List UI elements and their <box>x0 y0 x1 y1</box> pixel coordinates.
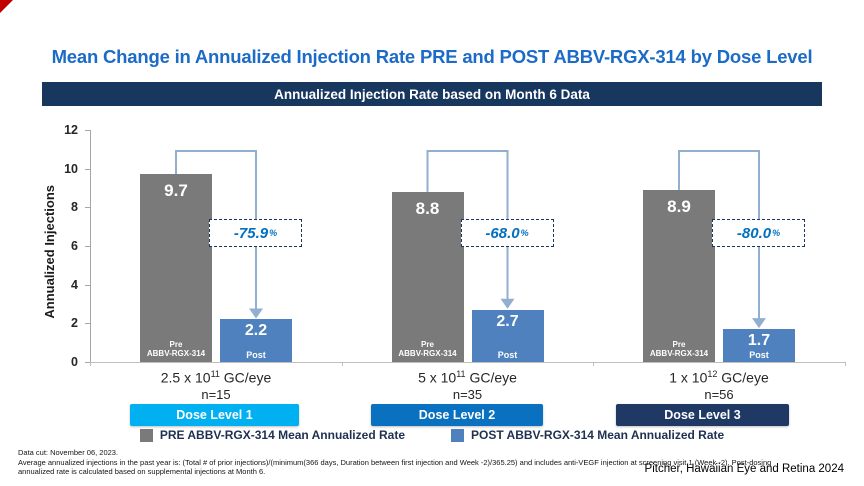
attribution: Pitcher, Hawaiian Eye and Retina 2024 <box>644 463 844 475</box>
pre-bar-inner-label: Pre ABBV-RGX-314 <box>398 339 457 359</box>
y-tick-label: 6 <box>71 239 78 253</box>
legend-item-pre: PRE ABBV-RGX-314 Mean Annualized Rate <box>139 428 405 442</box>
dose-level-2-label: Dose Level 2 <box>418 408 496 422</box>
red-corner-flag <box>0 0 13 13</box>
post-bar-value: 2.7 <box>496 312 519 330</box>
category-boundary-tick <box>845 362 846 366</box>
legend-label-pre: PRE ABBV-RGX-314 Mean Annualized Rate <box>159 428 405 442</box>
y-tick-label: 10 <box>64 161 78 176</box>
post-bar-value: 1.7 <box>747 332 771 350</box>
footnote-line-2: Average annualized injections in the pas… <box>18 457 772 467</box>
down-arrow-icon <box>752 318 766 329</box>
y-tick-label: 4 <box>71 277 78 292</box>
post-color-swatch <box>451 428 464 442</box>
y-tick-mark <box>85 168 90 170</box>
post-bar: 2.7 Post <box>471 309 544 362</box>
legend: PRE ABBV-RGX-314 Mean Annualized Rate PO… <box>0 428 864 442</box>
dose-level-2-button: Dose Level 2 <box>371 404 543 426</box>
legend-item-post: POST ABBV-RGX-314 Mean Annualized Rate <box>451 428 724 442</box>
y-tick-mark <box>85 130 90 131</box>
pre-bar-inner-label: Pre ABBV-RGX-314 <box>146 339 206 359</box>
post-bar-inner-label: Post <box>749 349 769 360</box>
footnotes: Data cut: November 06, 2023. Average ann… <box>18 448 771 477</box>
y-tick-label: 12 <box>64 123 78 137</box>
y-tick-label: 2 <box>71 316 78 331</box>
post-bar-value: 2.2 <box>244 322 268 340</box>
legend-label-post: POST ABBV-RGX-314 Mean Annualized Rate <box>471 428 725 442</box>
x-axis-line <box>90 362 845 363</box>
pre-bar: 8.9 Pre ABBV-RGX-314 <box>643 189 715 362</box>
footnote-line-1: Data cut: November 06, 2023. <box>18 448 119 457</box>
y-tick-mark <box>85 207 90 209</box>
pre-bar-value: 9.7 <box>164 181 188 201</box>
pre-bar-value: 8.8 <box>415 198 440 218</box>
dose-level-1-label: Dose Level 1 <box>176 408 253 422</box>
percent-change-box: -68.0% <box>460 219 554 247</box>
percent-change-box: -75.9% <box>209 219 302 247</box>
bar-chart: Annualized Injections 0 2 4 6 8 10 12 9.7 Pre ABB… <box>0 115 864 402</box>
down-arrow-icon <box>500 298 515 309</box>
y-tick-mark <box>85 246 90 247</box>
y-tick-mark <box>85 362 90 363</box>
dose-level-1-button: Dose Level 1 <box>130 404 299 426</box>
pre-bar-value: 8.9 <box>667 196 691 216</box>
pre-bar: 8.8 Pre ABBV-RGX-314 <box>391 191 464 362</box>
pre-bar-inner-label: Pre ABBV-RGX-314 <box>649 339 709 359</box>
category-boundary-tick <box>341 362 343 366</box>
post-bar: 1.7 Post <box>723 329 795 362</box>
pre-color-swatch <box>139 428 153 442</box>
y-tick-mark <box>85 323 90 325</box>
page-title: Mean Change in Annualized Injection Rate… <box>51 46 813 67</box>
x-category-label: 1 x 1012 GC/eye n=56 <box>669 369 769 402</box>
down-arrow-icon <box>249 308 263 319</box>
percent-change-box: -80.0% <box>712 219 805 247</box>
y-tick-label: 0 <box>71 355 78 369</box>
y-tick-label: 8 <box>71 200 78 215</box>
x-category-label: 2.5 x 1011 GC/eye n=15 <box>160 369 272 402</box>
category-boundary-tick <box>593 362 595 366</box>
dose-level-3-button: Dose Level 3 <box>616 404 789 426</box>
dose-level-3-label: Dose Level 3 <box>664 408 741 422</box>
y-tick-mark <box>85 284 90 286</box>
post-bar: 2.2 Post <box>220 319 292 362</box>
pre-bar: 9.7 Pre ABBV-RGX-314 <box>140 174 212 362</box>
post-bar-inner-label: Post <box>497 349 518 360</box>
x-category-label: 5 x 1011 GC/eye n=35 <box>418 369 517 402</box>
footnote-line-3: annualized rate is calculated based on s… <box>18 467 266 476</box>
category-boundary-tick <box>90 362 91 366</box>
post-bar-inner-label: Post <box>246 349 266 360</box>
chart-subtitle-banner: Annualized Injection Rate based on Month… <box>42 82 822 106</box>
y-axis-line <box>90 130 91 362</box>
banner-text: Annualized Injection Rate based on Month… <box>274 86 590 102</box>
